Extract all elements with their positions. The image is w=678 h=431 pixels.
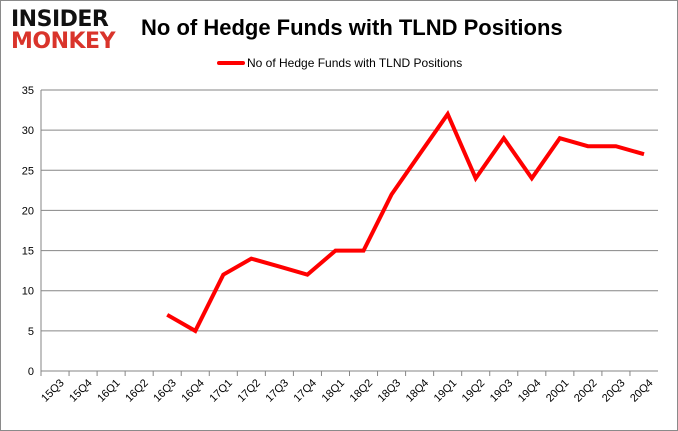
x-tick-label: 17Q3 [264, 377, 292, 405]
legend-swatch [217, 61, 245, 65]
x-tick-label: 19Q4 [516, 377, 544, 405]
y-tick-label: 10 [22, 286, 34, 298]
x-tick-label: 20Q2 [572, 377, 600, 405]
x-tick-label: 18Q3 [376, 377, 404, 405]
insider-monkey-logo: INSIDER MONKEY [11, 9, 129, 53]
y-tick-label: 20 [22, 205, 34, 217]
x-tick-label: 15Q4 [67, 377, 95, 405]
x-tick-label: 15Q3 [39, 377, 67, 405]
y-tick-label: 25 [22, 165, 34, 177]
x-tick-label: 19Q2 [460, 377, 488, 405]
logo-line-1: INSIDER [11, 7, 109, 32]
x-tick-label: 18Q1 [320, 377, 348, 405]
series-line [166, 110, 645, 334]
legend: No of Hedge Funds with TLND Positions [217, 56, 462, 70]
x-tick-label: 20Q4 [628, 377, 656, 405]
y-tick-label: 35 [22, 85, 34, 97]
x-tick-label: 20Q3 [600, 377, 628, 405]
x-tick-label: 18Q2 [348, 377, 376, 405]
x-tick-label: 19Q3 [488, 377, 516, 405]
legend-label: No of Hedge Funds with TLND Positions [247, 56, 463, 70]
logo-line-2: MONKEY [11, 29, 116, 54]
y-tick-label: 15 [22, 246, 34, 258]
x-tick-label: 17Q4 [292, 377, 320, 405]
x-tick-label: 17Q2 [235, 377, 263, 405]
y-tick-label: 5 [28, 326, 34, 338]
x-tick-label: 19Q1 [432, 377, 460, 405]
y-tick-label: 0 [28, 366, 34, 378]
x-tick-label: 20Q1 [544, 377, 572, 405]
x-tick-label: 16Q3 [151, 377, 179, 405]
x-tick-label: 16Q4 [179, 377, 207, 405]
x-tick-label: 16Q2 [123, 377, 151, 405]
x-tick-label: 16Q1 [95, 377, 123, 405]
x-tick-label: 18Q4 [404, 377, 432, 405]
y-tick-label: 30 [22, 125, 34, 137]
chart-title: No of Hedge Funds with TLND Positions [141, 15, 563, 40]
x-tick-label: 17Q1 [207, 377, 235, 405]
